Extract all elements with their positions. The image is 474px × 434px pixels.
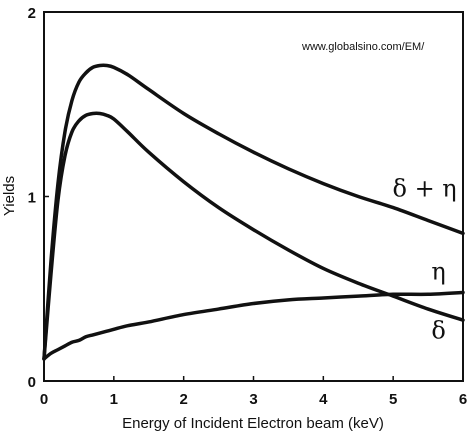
y-tick-label: 2 [28, 5, 36, 22]
x-tick-label: 5 [389, 391, 397, 408]
x-tick-label: 6 [459, 391, 467, 408]
series-labels: δ + η η δ [392, 175, 456, 345]
x-tick-label: 3 [249, 391, 257, 408]
watermark-text: www.globalsino.com/EM/ [301, 41, 425, 53]
series-line-delta-plus-eta [42, 63, 465, 361]
x-tick-label: 1 [110, 391, 118, 408]
series-label-delta: δ [431, 317, 445, 345]
x-tick-label: 0 [40, 391, 48, 408]
series-label-eta: η [431, 258, 445, 286]
x-tick-label: 4 [319, 391, 328, 408]
axis-ticks: 0 1 2 3 4 5 6 0 1 2 [28, 5, 468, 408]
y-tick-label: 0 [28, 374, 36, 391]
series-lines [42, 63, 465, 361]
x-tick-label: 2 [179, 391, 187, 408]
y-tick-label: 1 [28, 190, 36, 207]
series-line-delta [42, 290, 465, 361]
x-axis-title: Energy of Incident Electron beam (keV) [122, 415, 384, 432]
series-label-delta-plus-eta: δ + η [392, 175, 456, 203]
y-axis-title: Yields [1, 176, 18, 216]
series-line-eta [42, 111, 465, 361]
